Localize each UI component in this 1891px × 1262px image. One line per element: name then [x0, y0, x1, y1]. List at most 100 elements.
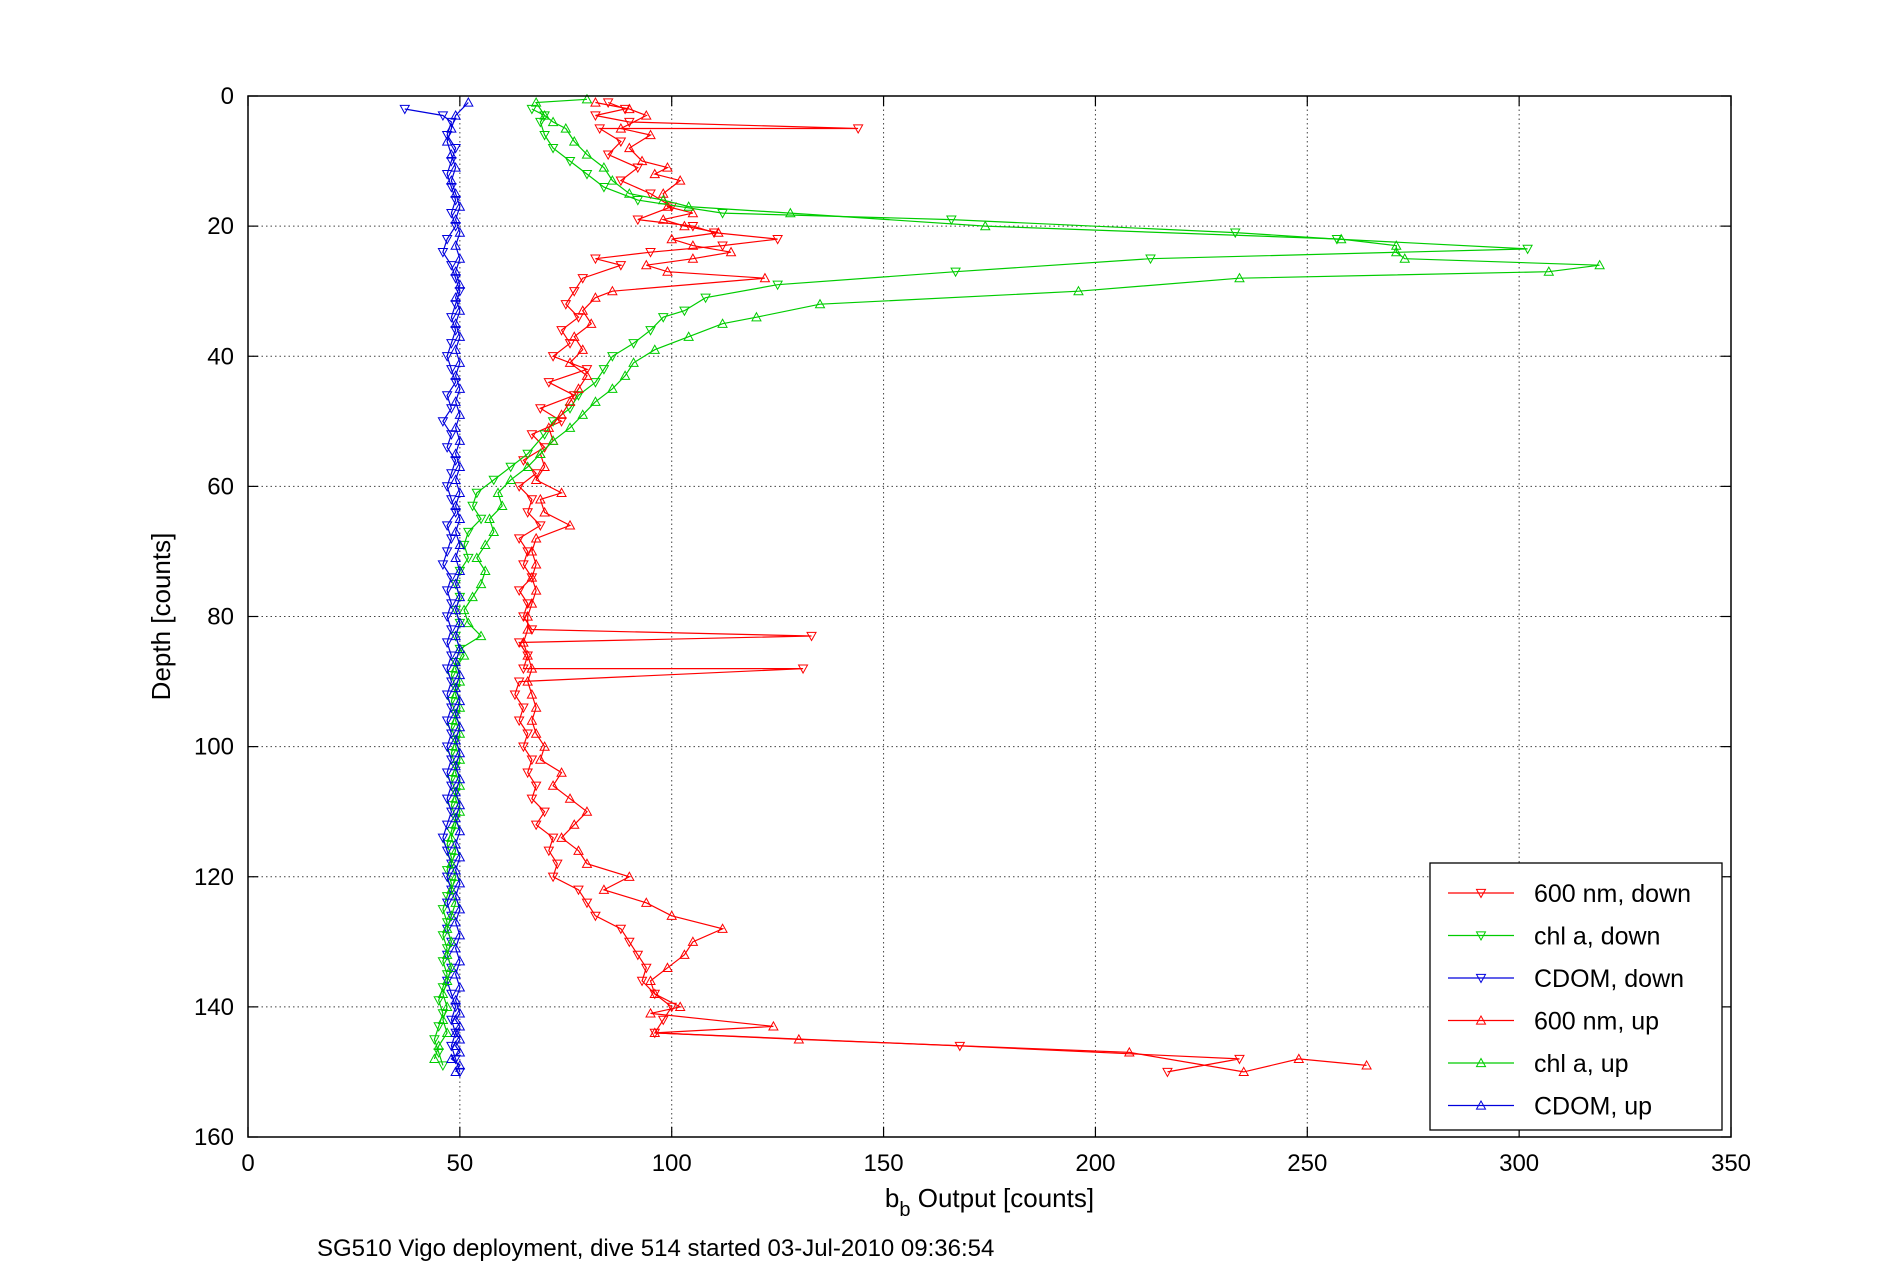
data-point: [441, 136, 453, 146]
data-point: [530, 474, 542, 484]
data-point: [454, 955, 466, 966]
data-point: [581, 806, 593, 816]
data-point: [450, 1040, 461, 1051]
x-tick-label: 150: [864, 1150, 904, 1177]
series-600-nm-up: [518, 96, 1372, 1077]
data-point: [454, 1020, 466, 1031]
data-point: [598, 182, 610, 193]
data-point: [441, 975, 453, 985]
data-point: [454, 799, 466, 810]
data-point: [446, 175, 457, 185]
data-point: [399, 104, 411, 115]
data-point: [437, 1061, 449, 1071]
data-point: [1234, 1054, 1245, 1065]
series-cdom-down: [399, 104, 466, 1078]
data-point: [450, 422, 461, 432]
data-point: [450, 786, 461, 797]
data-point: [450, 500, 461, 510]
data-point: [446, 910, 457, 920]
data-point: [471, 488, 483, 499]
data-point: [560, 300, 572, 310]
x-axis-label-subscript: b: [899, 1199, 910, 1221]
data-point: [657, 1015, 669, 1026]
data-point: [441, 612, 453, 623]
data-point: [950, 267, 961, 278]
data-point: [441, 443, 453, 453]
legend-marker: [1475, 1057, 1487, 1068]
data-point: [518, 664, 529, 675]
data-point: [513, 677, 525, 688]
data-point: [530, 781, 542, 792]
data-point: [539, 109, 550, 120]
data-point: [1361, 1059, 1372, 1070]
data-point: [446, 936, 457, 946]
data-point: [645, 975, 656, 985]
data-point: [450, 942, 461, 953]
data-point: [717, 923, 728, 933]
data-point: [454, 1033, 466, 1044]
data-point: [768, 1020, 779, 1031]
y-tick-label: 160: [194, 1124, 234, 1151]
legend-item: 600 nm, down: [1448, 880, 1691, 908]
data-point: [526, 597, 538, 608]
x-tick-label: 50: [447, 1150, 474, 1177]
data-point: [441, 742, 453, 753]
legend-marker: [1475, 973, 1487, 984]
data-point: [687, 240, 699, 250]
data-point: [547, 143, 559, 154]
data-point: [454, 253, 466, 263]
data-point: [522, 610, 534, 621]
data-point: [573, 383, 584, 393]
data-point: [522, 449, 534, 460]
data-point: [522, 623, 534, 634]
data-point: [446, 677, 457, 688]
data-point: [446, 1041, 457, 1052]
data-point: [454, 903, 466, 914]
y-tick-label: 140: [194, 994, 234, 1021]
data-point: [492, 487, 504, 497]
data-point: [628, 339, 639, 349]
data-point: [471, 552, 483, 563]
data-point: [522, 676, 534, 686]
data-point: [454, 461, 466, 471]
data-point: [556, 326, 567, 336]
data-point: [450, 1027, 461, 1037]
x-tick-label: 200: [1075, 1150, 1115, 1177]
data-point: [484, 513, 495, 524]
data-point: [759, 272, 771, 283]
data-point: [450, 143, 461, 154]
data-point: [564, 156, 576, 167]
data-point: [446, 1015, 457, 1026]
data-point: [645, 248, 656, 258]
series-600-nm-down: [509, 98, 1245, 1078]
data-point: [590, 292, 601, 302]
data-point: [526, 430, 538, 440]
data-point: [518, 742, 529, 753]
data-point: [640, 897, 652, 907]
data-point: [598, 365, 610, 375]
data-point: [454, 227, 466, 237]
data-point: [530, 558, 542, 569]
data-point: [539, 741, 550, 751]
data-point: [446, 703, 457, 714]
data-point: [454, 279, 466, 289]
data-point: [441, 768, 453, 779]
data-point: [615, 261, 627, 271]
data-point: [645, 129, 656, 140]
data-point: [535, 493, 546, 504]
data-point: [581, 149, 593, 159]
x-tick-label: 350: [1711, 1150, 1751, 1177]
data-point: [462, 527, 474, 538]
data-point: [679, 220, 690, 231]
data-point: [475, 578, 487, 589]
data-point: [581, 898, 593, 909]
data-point: [437, 111, 449, 122]
data-point: [556, 832, 567, 842]
data-point: [1522, 244, 1533, 255]
data-point: [712, 227, 724, 237]
data-point: [522, 768, 534, 779]
data-point: [509, 690, 521, 701]
data-point: [590, 911, 601, 922]
data-point: [441, 352, 453, 362]
data-point: [547, 872, 559, 883]
